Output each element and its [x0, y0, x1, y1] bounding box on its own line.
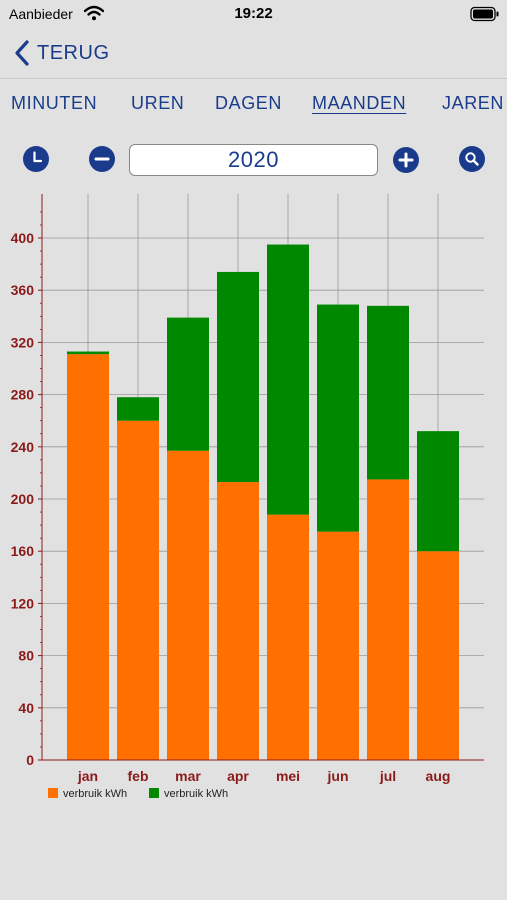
y-tick-label: 200 [11, 491, 35, 507]
y-tick-label: 160 [11, 543, 35, 559]
x-tick-label: mei [276, 768, 300, 784]
tab-dagen[interactable]: DAGEN [215, 93, 283, 113]
battery-icon [470, 6, 499, 22]
back-button[interactable]: TERUG [14, 38, 110, 68]
plus-icon [398, 152, 414, 168]
clock-icon [33, 151, 43, 163]
bar-jul-series-1 [367, 305, 409, 480]
navigation-bar: TERUG [0, 28, 507, 79]
x-tick-label: apr [227, 768, 249, 784]
y-tick-label: 280 [11, 387, 35, 403]
y-tick-label: 240 [11, 439, 35, 455]
x-tick-label: jul [379, 768, 396, 784]
minus-icon [94, 157, 110, 161]
search-icon [465, 152, 479, 166]
x-tick-label: feb [128, 768, 149, 784]
legend-label: verbruik kWh [164, 788, 228, 800]
x-tick-label: jan [77, 768, 98, 784]
x-tick-label: aug [426, 768, 451, 784]
tab-minuten[interactable]: MINUTEN [11, 93, 98, 113]
bar-apr-series-0 [217, 482, 259, 760]
x-tick-label: mar [175, 768, 201, 784]
carrier-label: Aanbieder [9, 6, 73, 22]
y-tick-label: 400 [11, 230, 35, 246]
y-tick-label: 120 [11, 595, 35, 611]
usage-chart: 0 40 80 120 160 200 240 280 320 360 400 jan feb mar ap… [0, 190, 507, 810]
legend-label: verbruik kWh [63, 788, 127, 800]
legend-swatch [149, 788, 159, 798]
stacked-bar-chart: 0 40 80 120 160 200 240 280 320 360 400 jan feb mar ap… [11, 194, 484, 800]
bar-mar-series-0 [167, 450, 209, 760]
y-tick-label: 360 [11, 282, 35, 298]
clock-button[interactable] [23, 146, 49, 172]
y-tick-label: 80 [18, 648, 34, 664]
toolbar: 2020 [0, 142, 507, 178]
bar-aug-series-0 [417, 551, 459, 760]
previous-year-button[interactable] [89, 146, 115, 172]
bar-apr-series-1 [217, 271, 259, 483]
bar-feb-series-1 [117, 397, 159, 421]
y-tick-label: 40 [18, 700, 34, 716]
bar-jan-series-1 [67, 351, 109, 355]
search-button[interactable] [459, 146, 485, 172]
y-tick-label: 320 [11, 334, 35, 350]
legend-swatch [48, 788, 58, 798]
y-tick-label: 0 [26, 752, 34, 768]
wifi-icon [84, 5, 104, 21]
tab-jaren[interactable]: JAREN [442, 93, 505, 113]
bar-jan-series-0 [67, 354, 109, 760]
tab-uren[interactable]: UREN [131, 93, 185, 113]
clock-time: 19:22 [234, 5, 273, 22]
year-field[interactable]: 2020 [129, 144, 378, 176]
bar-feb-series-0 [117, 420, 159, 760]
x-tick-label: jun [327, 768, 349, 784]
chevron-left-icon [15, 40, 29, 66]
bar-jun-series-0 [317, 531, 359, 760]
bar-mei-series-0 [267, 514, 309, 760]
bar-aug-series-1 [417, 431, 459, 552]
bar-jun-series-1 [317, 304, 359, 532]
tab-maanden[interactable]: MAANDEN [312, 93, 407, 113]
status-bar: Aanbieder 19:22 [0, 0, 507, 28]
bar-mar-series-1 [167, 317, 209, 451]
bar-jul-series-0 [367, 479, 409, 760]
bar-mei-series-1 [267, 244, 309, 515]
back-label: TERUG [37, 41, 110, 64]
period-tabs: MINUTEN UREN DAGEN MAANDEN JAREN [0, 90, 507, 118]
next-year-button[interactable] [393, 147, 419, 173]
